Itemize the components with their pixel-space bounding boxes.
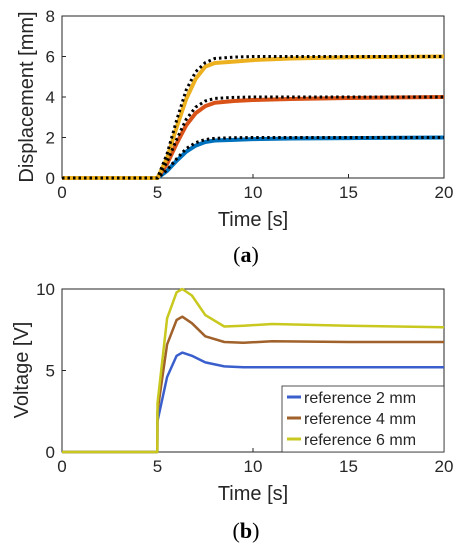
legend-box bbox=[281, 385, 445, 453]
y-tick-label: 10 bbox=[36, 280, 55, 299]
x-tick-label: 20 bbox=[435, 183, 454, 202]
caption-a: (a) bbox=[233, 242, 259, 267]
x-tick-label: 15 bbox=[339, 183, 358, 202]
panel-a: 0 5 10 15 20 0 2 4 6 8 Time [s] Displacement [mm… bbox=[16, 7, 453, 267]
panel-b: 0 5 10 15 20 0 5 10 reference 2 mm reference 4… bbox=[11, 280, 453, 543]
caption-b: (b) bbox=[233, 518, 260, 543]
y-tick-label: 8 bbox=[46, 7, 55, 26]
series-line-a-5 bbox=[62, 55, 444, 180]
x-tick-label: 0 bbox=[57, 183, 66, 202]
y-tick-label: 4 bbox=[46, 88, 55, 107]
x-tick-label: 10 bbox=[244, 457, 263, 476]
series-group-a bbox=[62, 54, 445, 180]
legend-label-0: reference 2 mm bbox=[304, 390, 416, 407]
x-tick-label: 0 bbox=[57, 457, 66, 476]
x-axis-label-b: Time [s] bbox=[218, 483, 288, 505]
series-line-a-3 bbox=[62, 136, 444, 180]
series-line-a-2 bbox=[62, 54, 445, 180]
legend: reference 2 mm reference 4 mm reference … bbox=[281, 385, 445, 453]
x-tick-label: 20 bbox=[435, 457, 454, 476]
y-tick-label: 0 bbox=[46, 443, 55, 462]
legend-label-2: reference 6 mm bbox=[304, 432, 416, 449]
y-axis-label-a: Displacement [mm] bbox=[16, 11, 38, 182]
series-group-b bbox=[62, 287, 445, 454]
x-tick-label: 10 bbox=[244, 183, 263, 202]
y-tick-label: 2 bbox=[46, 129, 55, 148]
x-tick-label: 5 bbox=[153, 457, 162, 476]
y-axis-label-b: Voltage [V] bbox=[11, 322, 33, 419]
y-tick-label: 5 bbox=[46, 362, 55, 381]
x-ticks-a: 0 5 10 15 20 bbox=[57, 174, 453, 202]
series-line-b-2 bbox=[62, 287, 445, 454]
legend-label-1: reference 4 mm bbox=[304, 411, 416, 428]
y-ticks-b: 0 5 10 bbox=[36, 280, 66, 462]
x-tick-label: 5 bbox=[153, 183, 162, 202]
x-tick-label: 15 bbox=[339, 457, 358, 476]
y-tick-label: 6 bbox=[46, 48, 55, 67]
x-axis-label-a: Time [s] bbox=[218, 209, 288, 231]
series-line-a-4 bbox=[62, 95, 444, 180]
series-line-a-1 bbox=[62, 95, 445, 180]
y-tick-label: 0 bbox=[46, 169, 55, 188]
